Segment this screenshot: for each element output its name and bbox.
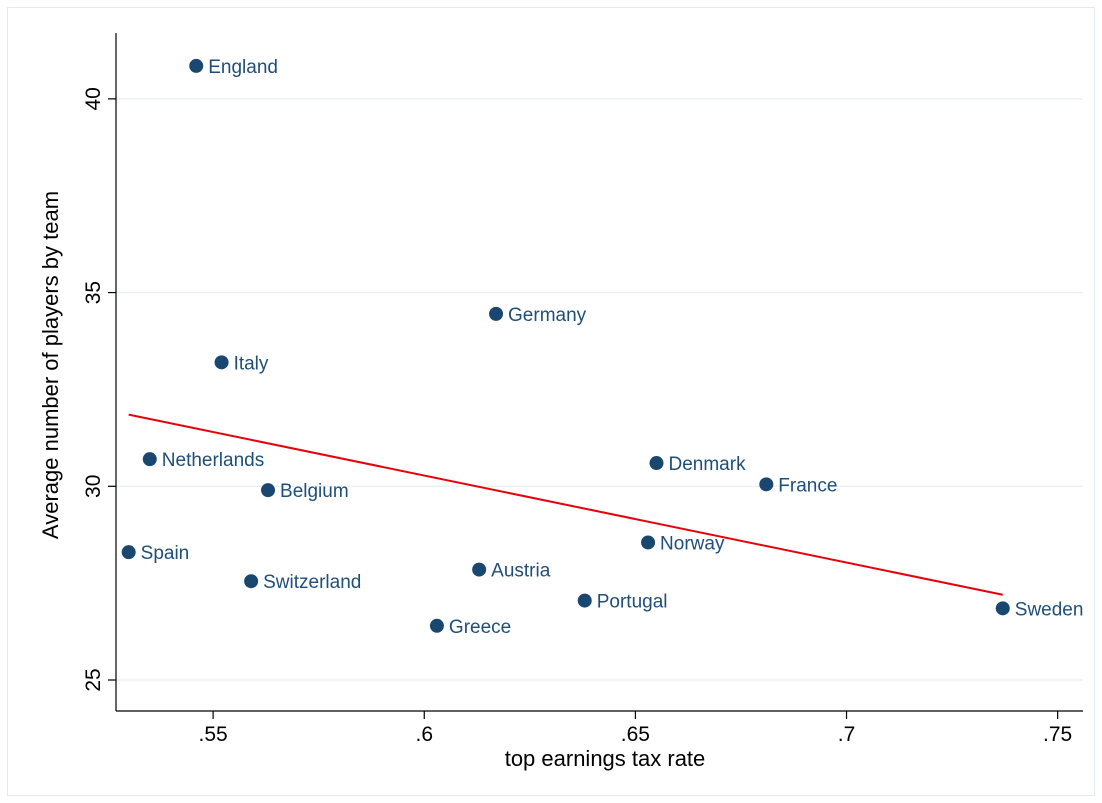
- point-england: [189, 58, 204, 73]
- axis-layer: 25 30 35 40 .55 .6 .65 .7 .75: [82, 33, 1083, 746]
- point-label-portugal: Portugal: [597, 592, 668, 613]
- fit-line: [128, 413, 1003, 596]
- point-portugal: [577, 593, 592, 608]
- point-label-germany: Germany: [508, 305, 587, 326]
- point-austria: [472, 562, 487, 577]
- x-axis-title: top earnings tax rate: [505, 746, 706, 771]
- point-label-greece: Greece: [449, 617, 511, 638]
- y-tick-label-3: 40: [82, 87, 105, 110]
- x-tick-label-3: .7: [838, 723, 856, 746]
- point-spain: [121, 545, 136, 560]
- point-label-belgium: Belgium: [280, 481, 349, 502]
- point-label-sweden: Sweden: [1015, 599, 1084, 620]
- x-tick-label-2: .65: [621, 723, 650, 746]
- point-label-denmark: Denmark: [669, 454, 747, 475]
- point-sweden: [995, 601, 1010, 616]
- point-france: [759, 477, 774, 492]
- point-norway: [641, 535, 656, 550]
- y-tick-label-2: 35: [82, 281, 105, 304]
- point-netherlands: [142, 452, 157, 467]
- point-layer: England Germany Italy Netherlands Belgium Den…: [121, 57, 1084, 638]
- grid-layer: [116, 98, 1083, 681]
- point-switzerland: [244, 574, 259, 589]
- point-italy: [214, 355, 229, 370]
- point-greece: [429, 618, 444, 633]
- point-label-italy: Italy: [234, 353, 269, 374]
- point-label-england: England: [208, 57, 278, 78]
- x-tick-label-0: .55: [199, 723, 228, 746]
- point-label-switzerland: Switzerland: [263, 572, 361, 593]
- fit-layer: [128, 413, 1003, 596]
- point-label-norway: Norway: [660, 533, 725, 554]
- point-label-austria: Austria: [491, 561, 551, 582]
- x-tick-label-4: .75: [1043, 723, 1072, 746]
- point-label-spain: Spain: [141, 543, 190, 564]
- point-denmark: [649, 456, 664, 471]
- y-tick-label-0: 25: [82, 668, 105, 691]
- point-germany: [489, 306, 504, 321]
- chart-frame: [7, 7, 1095, 796]
- point-label-france: France: [778, 475, 837, 496]
- x-tick-label-1: .6: [415, 723, 433, 746]
- y-axis-title: Average number of players by team: [38, 191, 63, 539]
- y-tick-label-1: 30: [82, 475, 105, 498]
- point-label-netherlands: Netherlands: [162, 450, 264, 471]
- point-belgium: [261, 483, 276, 498]
